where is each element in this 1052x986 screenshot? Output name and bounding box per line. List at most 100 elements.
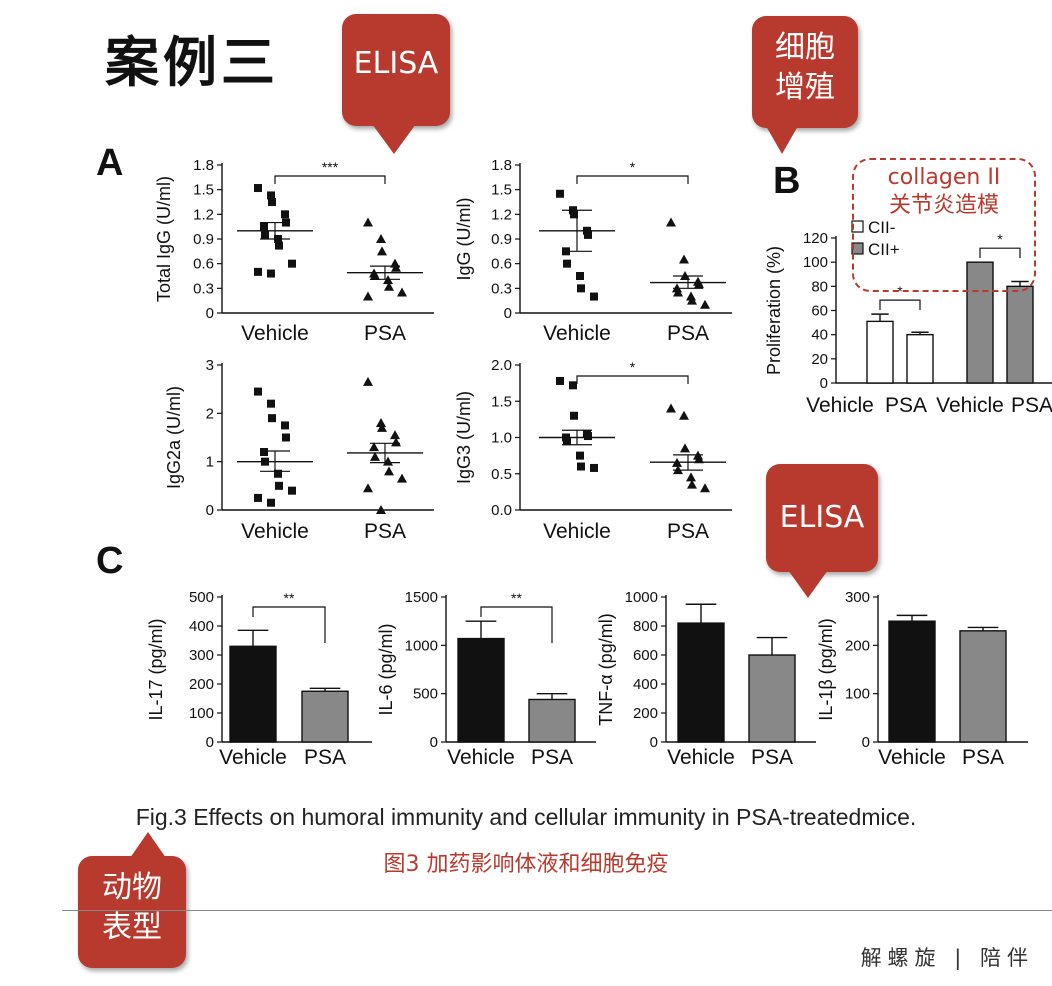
total-igg-y-tick-label: 0.6	[193, 256, 214, 273]
igg2a-data-point	[384, 466, 394, 476]
igg2a-data-point	[282, 433, 290, 442]
igg2a-data-point	[260, 448, 268, 456]
igg2a-y-tick-label: 2	[206, 405, 214, 422]
il1b-y-axis-label: IL-1β (pg/ml)	[816, 618, 836, 720]
proliferation-category-label: Vehicle	[936, 394, 1004, 417]
total-igg-data-point	[254, 184, 262, 193]
figure-caption-zh: 图3 加药影响体液和细胞免疫	[383, 852, 669, 877]
proliferation-category-label: PSA	[1011, 394, 1052, 417]
il6-bar	[457, 637, 505, 743]
igg-y-tick-label: 1.2	[491, 206, 512, 223]
igg3-data-point	[694, 454, 704, 464]
igg-data-point	[686, 291, 696, 301]
tnfa-y-axis-label: TNF-α (pg/ml)	[596, 613, 616, 725]
il17-category-label: Vehicle	[219, 746, 287, 769]
tnfa-y-tick-label: 200	[633, 705, 658, 722]
igg3-data-point	[563, 437, 571, 446]
total-igg-significance-bracket	[274, 175, 386, 184]
proliferation-category-label: PSA	[885, 394, 927, 417]
igg2a-y-tick-label: 1	[206, 454, 214, 471]
total-igg-data-point	[384, 281, 394, 291]
proliferation-legend-label: CII+	[868, 240, 900, 259]
total-igg-data-point	[268, 198, 276, 206]
elisa-bubble-c: ELISA	[766, 464, 878, 598]
igg2a-data-point	[377, 422, 387, 432]
footer-divider	[62, 910, 1052, 911]
igg3-data-point	[686, 472, 696, 482]
total-igg-y-tick-label: 0.9	[193, 231, 214, 248]
total-igg-data-point	[370, 271, 380, 280]
igg-y-tick-label: 1.8	[491, 157, 512, 174]
il6-y-tick-label: 1000	[405, 637, 438, 654]
total-igg-category-label: Vehicle	[241, 322, 309, 345]
total-igg-data-point	[376, 234, 386, 243]
il6-category-label: Vehicle	[447, 746, 515, 769]
igg-data-point	[694, 279, 704, 289]
igg-data-point	[679, 254, 689, 264]
igg-category-label: Vehicle	[543, 322, 611, 345]
tnfa-y-tick-label: 600	[633, 647, 658, 664]
proliferation-bar	[1006, 285, 1034, 384]
il1b-y-tick-label: 0	[862, 734, 870, 751]
igg2a-data-point	[376, 505, 386, 514]
igg2a-data-point	[391, 437, 401, 447]
igg3-data-point	[680, 443, 690, 453]
igg2a-data-point	[397, 473, 407, 483]
igg3-y-axis-label: IgG3 (U/ml)	[454, 391, 474, 484]
igg2a-data-point	[254, 387, 262, 396]
il6-category-label: PSA	[531, 746, 573, 769]
bubble-tail	[372, 124, 416, 154]
igg2a-y-tick-label: 0	[206, 502, 214, 519]
proliferation-y-axis-label: Proliferation (%)	[764, 246, 784, 375]
tnfa-y-tick-label: 400	[633, 676, 658, 693]
proliferation-bar	[866, 320, 894, 384]
il17-bar	[229, 645, 277, 743]
igg3-data-point	[700, 483, 710, 493]
tnfa-category-label: Vehicle	[667, 746, 735, 769]
igg-y-tick-label: 0.3	[491, 280, 512, 297]
igg-data-point	[563, 259, 571, 268]
il1b-bar	[888, 620, 936, 743]
tnfa-y-tick-label: 0	[650, 734, 658, 751]
il6-y-axis-label: IL-6 (pg/ml)	[376, 623, 396, 715]
igg2a-y-axis-label: IgG2a (U/ml)	[164, 386, 184, 489]
igg3-data-point	[687, 479, 697, 489]
igg-data-point	[556, 189, 564, 198]
igg3-significance-bracket	[576, 375, 689, 384]
figure-charts: 0 0.3 0.6 0.9 1.2 1.5 1.8 Total IgG (U/ml) Vehic…	[146, 157, 1052, 769]
igg3-y-tick-label: 2.0	[491, 357, 512, 374]
il6-y-tick-label: 1500	[405, 589, 438, 606]
proliferation-bubble-line1: 细胞	[775, 30, 835, 65]
igg2a-data-point	[383, 456, 393, 466]
proliferation-significance-label: *	[997, 231, 1003, 247]
collagen-sub: 关节炎造模	[888, 193, 999, 218]
il1b-category-label: PSA	[962, 746, 1004, 769]
animal-bubble-line2: 表型	[102, 910, 162, 945]
il1b-y-tick-label: 100	[845, 686, 870, 703]
igg-data-point	[576, 272, 584, 280]
igg2a-data-point	[274, 469, 282, 478]
il1b-category-label: Vehicle	[878, 746, 946, 769]
il1b-bar	[959, 630, 1007, 743]
igg3-data-point	[584, 432, 592, 441]
igg-y-tick-label: 0	[504, 305, 512, 322]
il6-significance-bracket	[480, 606, 553, 643]
igg3-data-point	[569, 381, 577, 390]
igg3-significance-label: *	[630, 359, 636, 375]
igg2a-data-point	[376, 418, 386, 427]
total-igg-data-point	[267, 191, 275, 200]
panel-label-c: C	[96, 540, 124, 582]
proliferation-legend-label: CII-	[868, 218, 895, 237]
proliferation-y-tick-label: 40	[811, 327, 828, 344]
total-igg-data-point	[261, 230, 269, 239]
animal-phenotype-bubble: 动物 表型	[78, 832, 186, 968]
total-igg-category-label: PSA	[364, 322, 406, 345]
il17-y-tick-label: 100	[189, 705, 214, 722]
total-igg-data-point	[363, 291, 373, 301]
il6-y-tick-label: 0	[430, 734, 438, 751]
il17-category-label: PSA	[304, 746, 346, 769]
proliferation-y-tick-label: 80	[811, 278, 828, 295]
igg2a-data-point	[369, 442, 379, 452]
slide-title: 案例三	[105, 30, 279, 94]
il17-y-axis-label: IL-17 (pg/ml)	[146, 618, 166, 720]
